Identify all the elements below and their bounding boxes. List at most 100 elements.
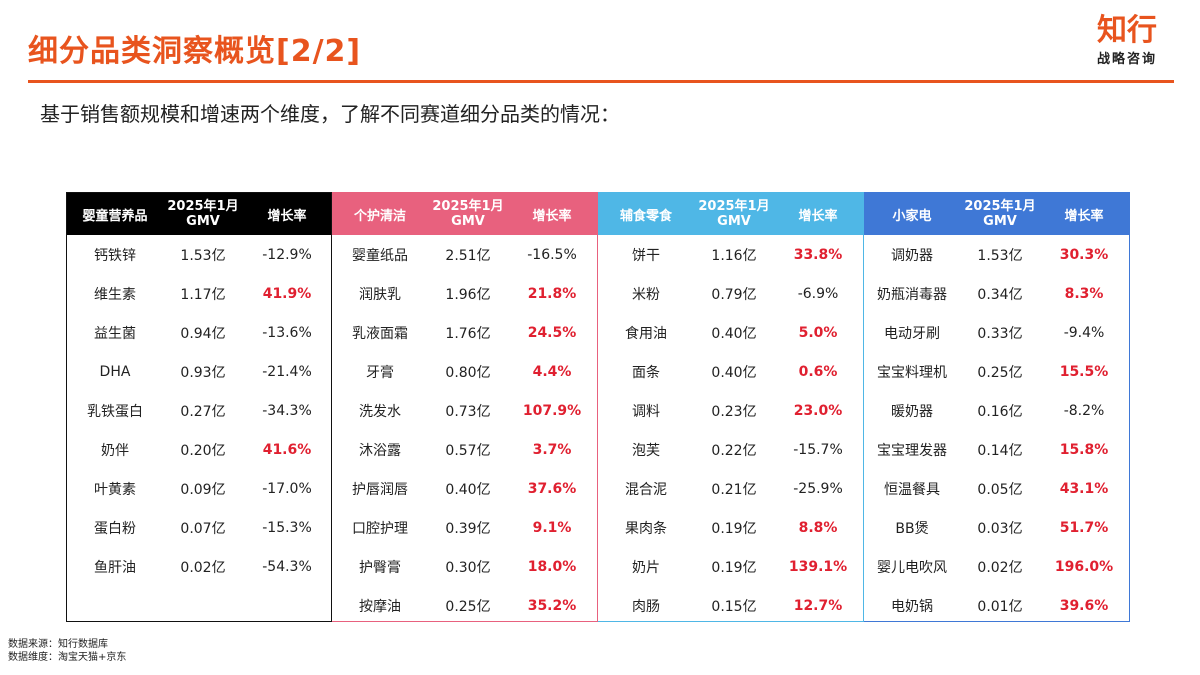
table-row: 蛋白粉 0.07亿 -15.3% [67,508,331,547]
subcategory-name: 鱼肝油 [94,559,136,576]
subcategory-name: 乳铁蛋白 [87,403,143,420]
subcategory-name: 电奶锅 [891,598,933,615]
gmv-value: 0.03亿 [977,520,1023,537]
gmv-value: 0.19亿 [711,559,757,576]
subcategory-name: 洗发水 [359,403,401,420]
growth-value: -8.2% [1063,402,1105,419]
gmv-value: 1.53亿 [180,247,226,264]
gmv-value: 1.17亿 [180,286,226,303]
table-row: 益生菌 0.94亿 -13.6% [67,313,331,352]
table-header: 婴童营养品 2025年1月 GMV 增长率 [67,193,331,235]
gmv-value: 0.39亿 [445,520,491,537]
growth-header: 增长率 [532,208,572,224]
growth-value: 35.2% [527,597,577,614]
gmv-value: 2.51亿 [445,247,491,264]
subcategory-name: 面条 [632,364,660,381]
page-subtitle: 基于销售额规模和增速两个维度，了解不同赛道细分品类的情况： [40,102,620,126]
subcategory-name: 恒温餐具 [884,481,940,498]
table-row: 泡芙 0.22亿 -15.7% [598,430,863,469]
gmv-value: 0.07亿 [180,520,226,537]
table-row: 按摩油 0.25亿 35.2% [332,586,597,625]
gmv-value: 0.40亿 [711,364,757,381]
page-title: 细分品类洞察概览[2/2] [28,34,362,69]
growth-header: 增长率 [1064,208,1104,224]
gmv-value: 0.94亿 [180,325,226,342]
growth-value: 12.7% [793,597,843,614]
gmv-value: 0.73亿 [445,403,491,420]
gmv-value: 0.20亿 [180,442,226,459]
growth-value: 23.0% [793,402,843,419]
gmv-value: 1.96亿 [445,286,491,303]
growth-value: 18.0% [527,558,577,575]
table-row: 电奶锅 0.01亿 39.6% [864,586,1129,625]
growth-value: -16.5% [527,246,577,263]
subcategory-name: 护唇润唇 [352,481,408,498]
subcategory-name: 奶片 [632,559,660,576]
subcategory-name: 宝宝理发器 [877,442,947,459]
footer-notes: 数据来源：知行数据库 数据维度：淘宝天猫+京东 [8,638,126,664]
table-snacks: 辅食零食 2025年1月 GMV 增长率 饼干 1.16亿 33.8% 米粉 0.79亿 -6.… [598,192,864,622]
gmv-value: 0.14亿 [977,442,1023,459]
subcategory-name: 蛋白粉 [94,520,136,537]
growth-value: -25.9% [793,480,843,497]
growth-value: 196.0% [1054,558,1114,575]
subcategory-name: 米粉 [632,286,660,303]
gmv-value: 0.33亿 [977,325,1023,342]
table-row: 钙铁锌 1.53亿 -12.9% [67,235,331,274]
gmv-value: 0.27亿 [180,403,226,420]
growth-value: 8.8% [798,519,838,536]
growth-value: -34.3% [262,402,312,419]
subcategory-name: 乳液面霜 [352,325,408,342]
gmv-value: 0.34亿 [977,286,1023,303]
table-row: 护唇润唇 0.40亿 37.6% [332,469,597,508]
subcategory-name: 婴童纸品 [352,247,408,264]
gmv-value: 0.40亿 [711,325,757,342]
growth-value: -21.4% [262,363,312,380]
data-source: 数据来源：知行数据库 [8,639,108,650]
growth-value: 139.1% [788,558,848,575]
table-row: 面条 0.40亿 0.6% [598,352,863,391]
table-row: 沐浴露 0.57亿 3.7% [332,430,597,469]
gmv-value: 0.57亿 [445,442,491,459]
growth-value: 4.4% [532,363,572,380]
table-row: 饼干 1.16亿 33.8% [598,235,863,274]
title-divider [28,80,1174,83]
category-header: 个护清洁 [353,208,406,224]
table-row: 恒温餐具 0.05亿 43.1% [864,469,1129,508]
table-header: 小家电 2025年1月 GMV 增长率 [864,193,1129,235]
subcategory-name: 宝宝料理机 [877,364,947,381]
table-row: 混合泥 0.21亿 -25.9% [598,469,863,508]
gmv-value: 0.02亿 [977,559,1023,576]
subcategory-name: 益生菌 [94,325,136,342]
growth-value: 0.6% [798,363,838,380]
table-row: 奶片 0.19亿 139.1% [598,547,863,586]
subcategory-name: 电动牙刷 [884,325,940,342]
gmv-value: 0.09亿 [180,481,226,498]
data-dimension: 数据维度：淘宝天猫+京东 [8,652,127,663]
table-row: 奶瓶消毒器 0.34亿 8.3% [864,274,1129,313]
subcategory-name: 钙铁锌 [94,247,136,264]
table-header: 个护清洁 2025年1月 GMV 增长率 [332,193,597,235]
subcategory-name: 果肉条 [625,520,667,537]
table-row: 奶伴 0.20亿 41.6% [67,430,331,469]
growth-value: 33.8% [793,246,843,263]
gmv-value: 0.15亿 [711,598,757,615]
brand-logo: 知行 战略咨询 [1082,14,1172,68]
subcategory-name: 暖奶器 [891,403,933,420]
gmv-header: 2025年1月 GMV [432,199,504,229]
gmv-value: 0.25亿 [445,598,491,615]
table-personal-care: 个护清洁 2025年1月 GMV 增长率婴童纸品 2.51亿 -16.5% 润肤乳 1.96… [332,192,598,622]
table-row: 暖奶器 0.16亿 -8.2% [864,391,1129,430]
gmv-value: 1.16亿 [711,247,757,264]
table-nutrition: 婴童营养品 2025年1月 GMV 增长率 钙铁锌 1.53亿 -12.9% 维生素 1.17… [66,192,332,622]
table-row: 乳铁蛋白 0.27亿 -34.3% [67,391,331,430]
table-row: 鱼肝油 0.02亿 -54.3% [67,547,331,586]
table-row: 食用油 0.40亿 5.0% [598,313,863,352]
growth-value: 41.9% [262,285,312,302]
growth-value: -9.4% [1063,324,1105,341]
growth-value: 24.5% [527,324,577,341]
subcategory-name: 奶瓶消毒器 [877,286,947,303]
growth-value: -12.9% [262,246,312,263]
table-row: 润肤乳 1.96亿 21.8% [332,274,597,313]
table-row: 肉肠 0.15亿 12.7% [598,586,863,625]
